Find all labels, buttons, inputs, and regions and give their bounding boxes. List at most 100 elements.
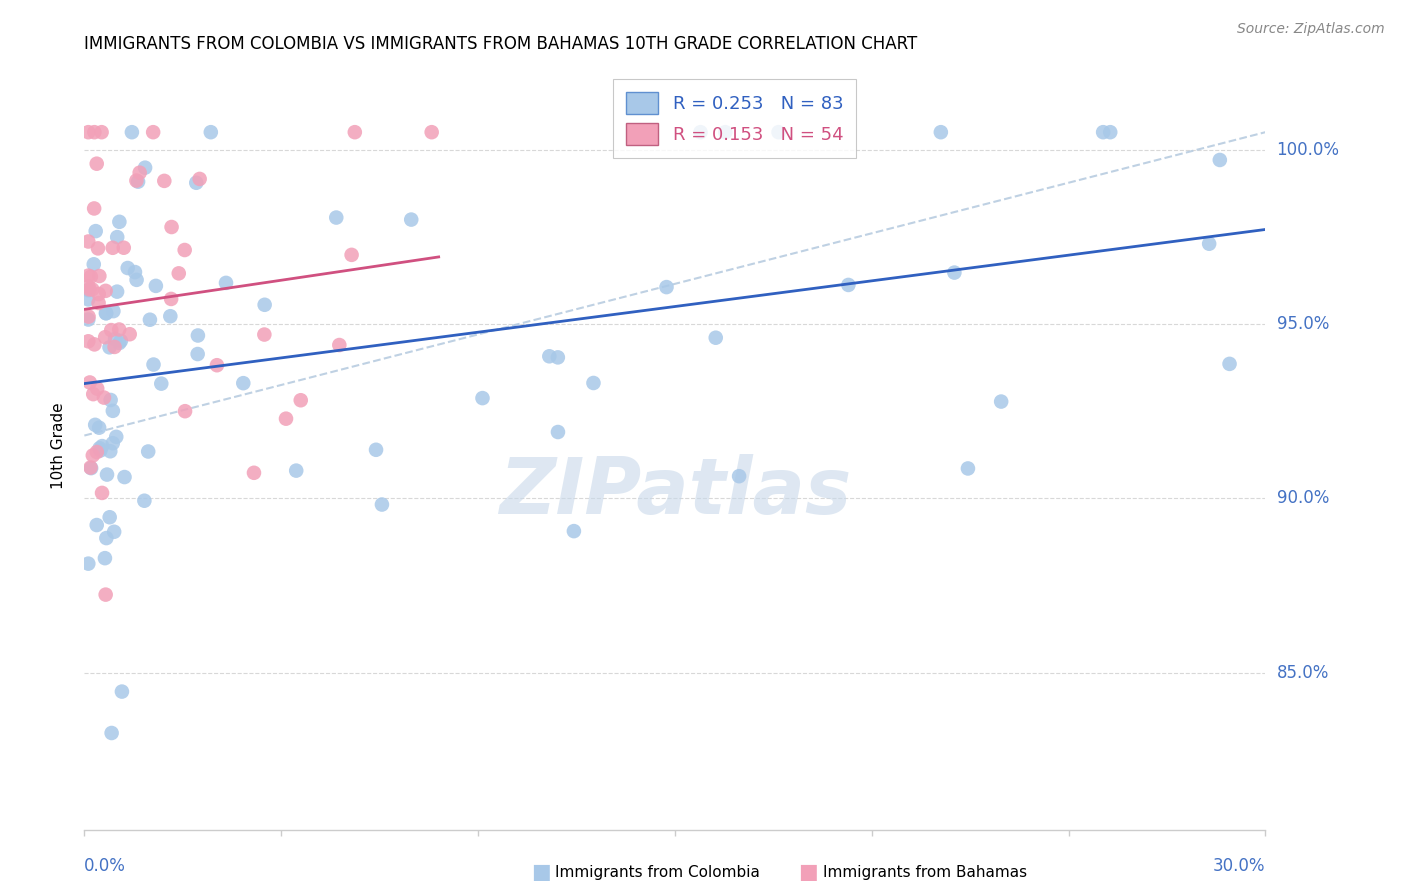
Point [420, 125, 443, 139]
Text: ZIPatlas: ZIPatlas [499, 454, 851, 530]
Point [103, 304, 125, 318]
Point [105, 230, 128, 244]
Text: IMMIGRANTS FROM COLOMBIA VS IMMIGRANTS FROM BAHAMAS 10TH GRADE CORRELATION CHART: IMMIGRANTS FROM COLOMBIA VS IMMIGRANTS F… [84, 35, 918, 53]
Text: 85.0%: 85.0% [1277, 664, 1329, 681]
Point [91, 439, 114, 453]
Point [125, 173, 148, 187]
Point [83, 125, 105, 139]
Point [134, 161, 156, 175]
Point [86, 518, 108, 533]
Point [655, 280, 678, 294]
Point [114, 470, 136, 484]
Point [104, 332, 127, 346]
Point [243, 466, 266, 480]
Point [118, 327, 141, 342]
Text: 100.0%: 100.0% [1277, 141, 1340, 159]
Point [90, 125, 112, 139]
Point [689, 125, 711, 139]
Text: 0.0%: 0.0% [84, 857, 127, 875]
Point [174, 404, 197, 418]
Point [89, 268, 111, 283]
Point [136, 444, 159, 458]
Point [364, 442, 387, 457]
Point [1092, 125, 1115, 139]
Point [956, 461, 979, 475]
Point [547, 425, 569, 439]
Point [77, 293, 100, 307]
Point [89, 420, 111, 434]
Point [142, 125, 165, 139]
Text: ■: ■ [799, 863, 818, 882]
Point [547, 351, 569, 365]
Point [96, 531, 118, 545]
Point [89, 442, 111, 456]
Point [77, 557, 100, 571]
Point [98, 340, 121, 354]
Point [86, 445, 108, 459]
Point [121, 125, 143, 139]
Point [704, 331, 727, 345]
Point [79, 460, 101, 475]
Point [253, 298, 276, 312]
Point [205, 358, 228, 372]
Point [471, 391, 494, 405]
Point [77, 125, 100, 139]
Point [215, 276, 238, 290]
Point [125, 273, 148, 287]
Point [83, 257, 105, 271]
Point [98, 444, 121, 458]
Point [79, 376, 101, 390]
Point [582, 376, 605, 390]
Text: 30.0%: 30.0% [1213, 857, 1265, 875]
Point [87, 241, 110, 255]
Text: Source: ZipAtlas.com: Source: ZipAtlas.com [1237, 22, 1385, 37]
Point [80, 269, 103, 284]
Text: ■: ■ [531, 863, 551, 882]
Point [112, 241, 135, 255]
Point [83, 337, 105, 351]
Point [328, 338, 350, 352]
Point [108, 322, 131, 336]
Point [929, 125, 952, 139]
Point [94, 551, 117, 566]
Point [108, 336, 131, 351]
Y-axis label: 10th Grade: 10th Grade [51, 402, 66, 490]
Point [187, 347, 209, 361]
Point [117, 260, 139, 275]
Point [343, 125, 366, 139]
Point [285, 464, 308, 478]
Point [105, 285, 128, 299]
Point [77, 310, 100, 324]
Point [124, 265, 146, 279]
Point [77, 235, 100, 249]
Point [153, 174, 176, 188]
Point [127, 175, 149, 189]
Point [159, 310, 181, 324]
Point [101, 241, 124, 255]
Point [82, 387, 104, 401]
Point [340, 248, 363, 262]
Point [103, 340, 125, 354]
Point [1099, 125, 1122, 139]
Point [232, 376, 254, 391]
Point [93, 391, 115, 405]
Point [111, 684, 134, 698]
Point [1198, 236, 1220, 251]
Point [187, 328, 209, 343]
Point [80, 461, 103, 475]
Point [77, 334, 100, 349]
Point [98, 510, 121, 524]
Point [399, 212, 422, 227]
Point [100, 726, 122, 740]
Point [87, 296, 110, 310]
Point [167, 266, 190, 280]
Point [837, 277, 859, 292]
Point [96, 467, 118, 482]
Point [86, 157, 108, 171]
Point [103, 524, 125, 539]
Point [371, 498, 394, 512]
Point [290, 393, 312, 408]
Point [96, 306, 118, 320]
Point [1209, 153, 1232, 167]
Point [79, 282, 101, 296]
